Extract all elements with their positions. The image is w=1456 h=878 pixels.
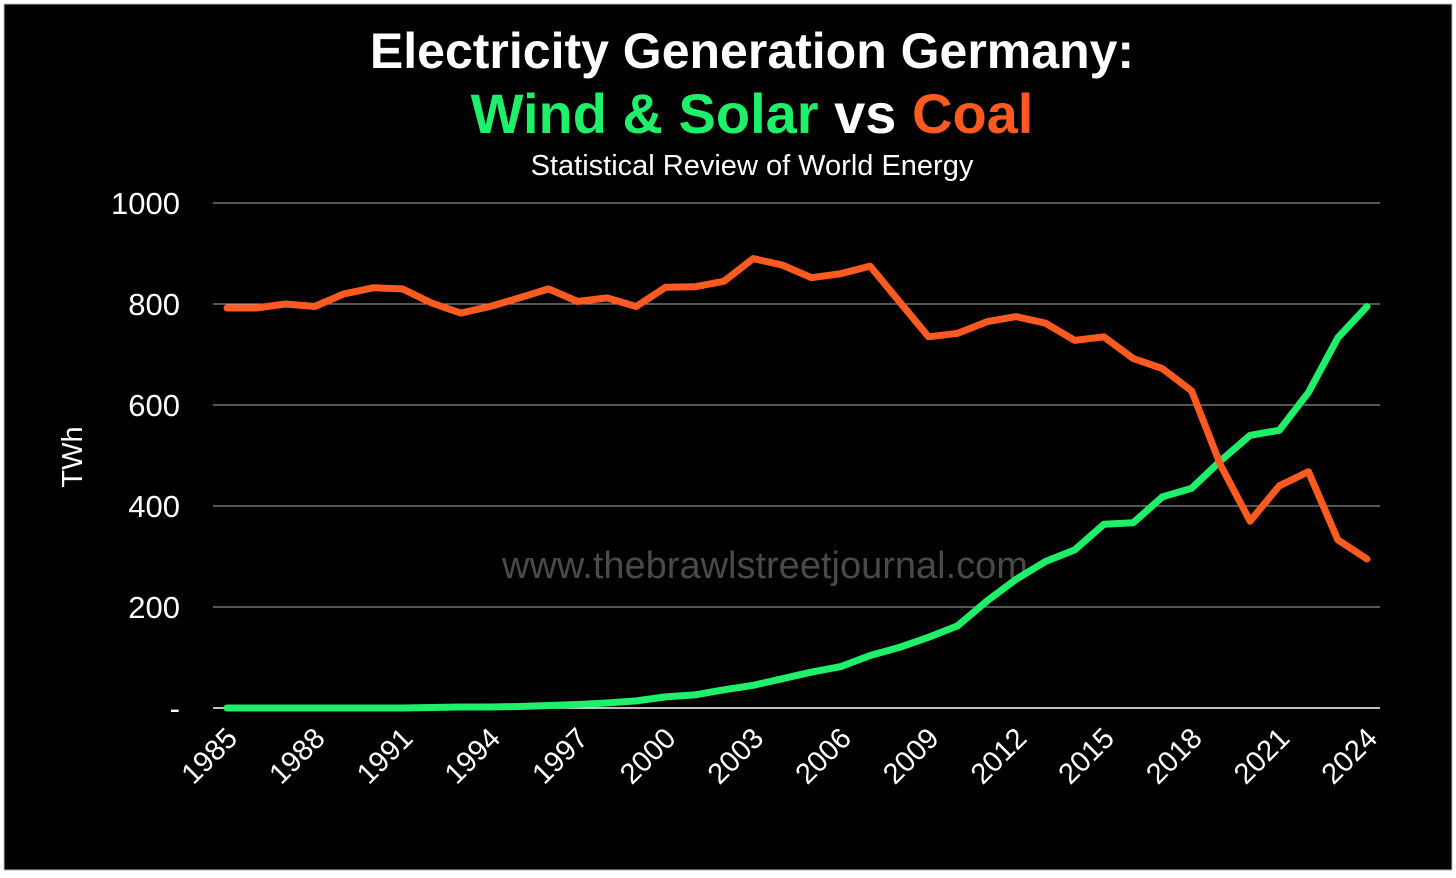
title-legend: Wind & Solar vs Coal (471, 82, 1034, 145)
line-series (223, 255, 1371, 563)
y-tick-label: 200 (128, 590, 180, 625)
legend-entry: Wind & Solar (471, 82, 819, 145)
y-tick-label: - (170, 691, 180, 726)
line-series (223, 303, 1371, 712)
title-joiner: vs (834, 82, 896, 145)
subtitle: Statistical Review of World Energy (531, 150, 974, 182)
y-tick-label: 1000 (111, 186, 180, 221)
y-axis-label: TWh (57, 426, 89, 487)
legend-entry: Coal (912, 82, 1033, 145)
chart-title: Electricity Generation Germany: (370, 23, 1134, 79)
watermark: www.thebrawlstreetjournal.com (501, 545, 1028, 587)
y-tick-label: 400 (128, 489, 180, 524)
y-tick-label: 600 (128, 388, 180, 423)
y-tick-label: 800 (128, 287, 180, 322)
